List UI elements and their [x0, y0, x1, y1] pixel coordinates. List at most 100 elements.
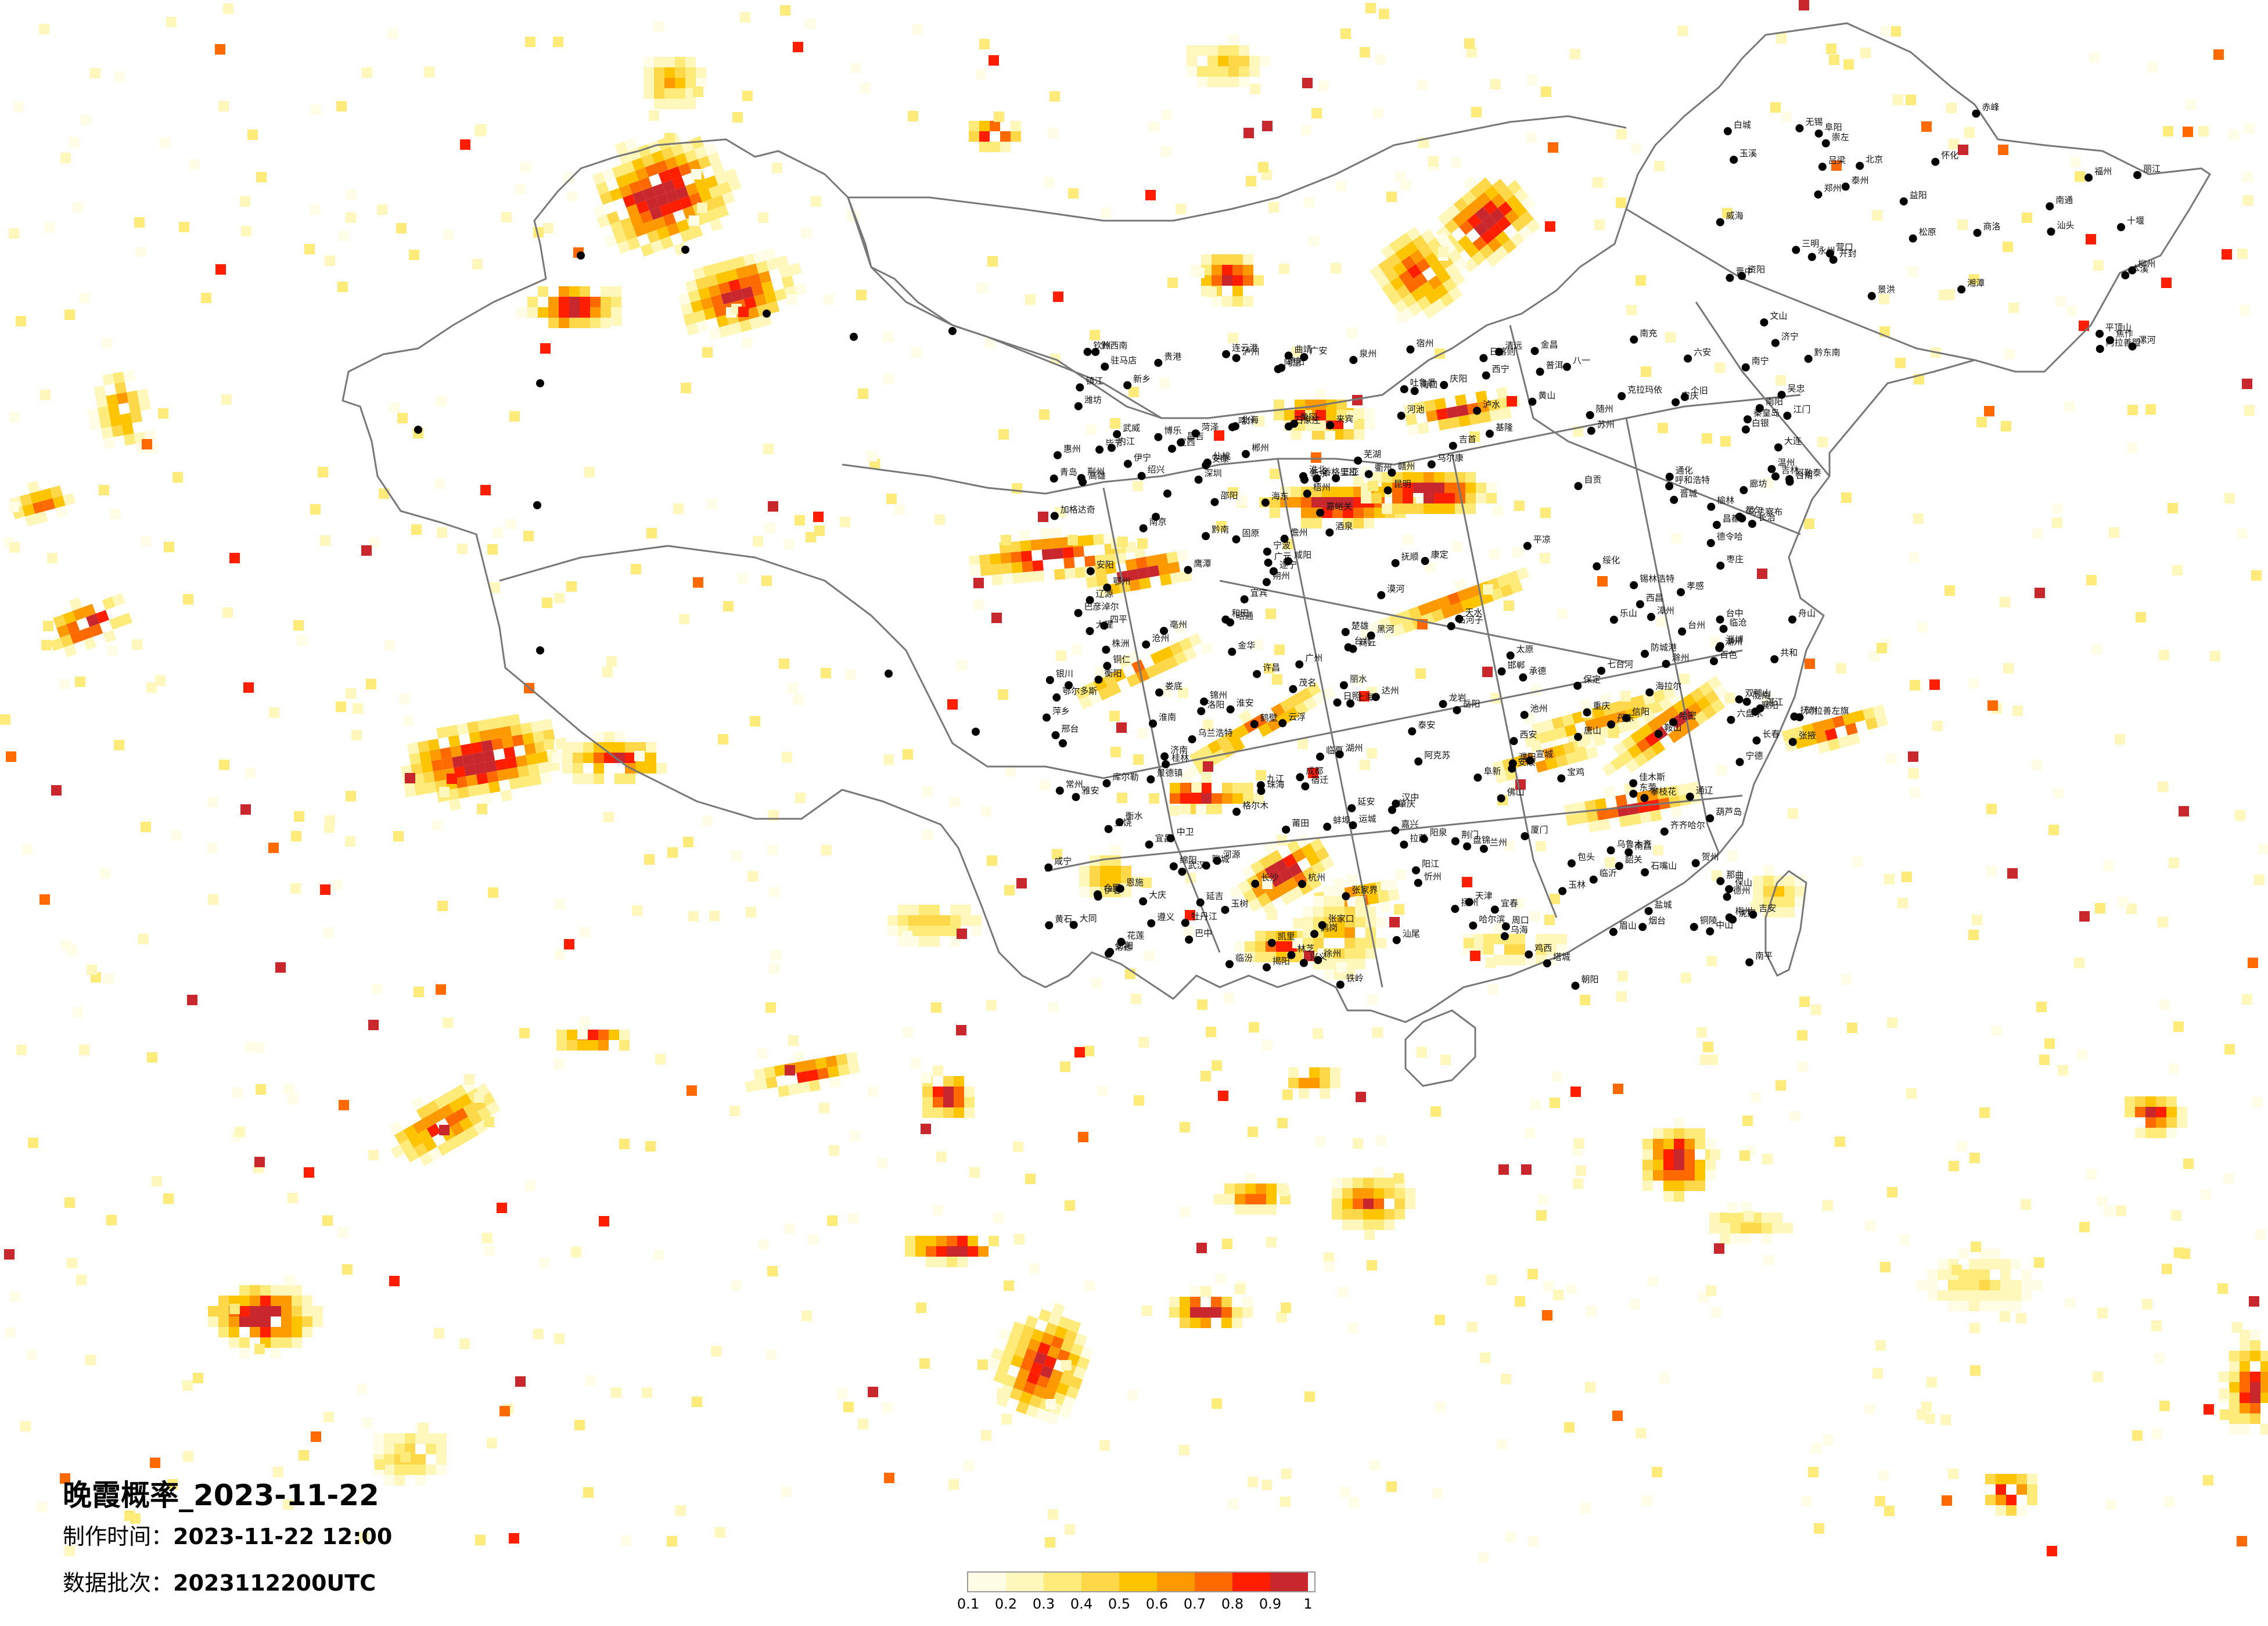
city-label: 保定 [1583, 674, 1601, 685]
city-label: 黔南 [1212, 524, 1229, 535]
city-label: 宁德 [1746, 750, 1763, 761]
legend-colorbar [967, 1571, 1315, 1592]
city-label: 嘉峪关 [1326, 501, 1352, 512]
city-dot [1574, 733, 1583, 742]
city-label: 丽水 [1350, 674, 1367, 684]
city-dot [1113, 430, 1122, 438]
city-dot [1284, 351, 1293, 360]
city-label: 邯郸 [1508, 660, 1525, 670]
city-label: 库尔勒 [1112, 772, 1138, 782]
city-dot [1313, 474, 1321, 483]
city-dot [1680, 393, 1689, 401]
city-dot [1162, 760, 1170, 769]
city-label: 珠海 [1267, 779, 1284, 790]
city-label: 许昌 [1263, 663, 1280, 673]
city-label: 江门 [1793, 404, 1810, 415]
city-dot [1059, 739, 1067, 747]
data-batch-value: 2023112200UTC [173, 1570, 376, 1596]
city-dot [1615, 862, 1623, 870]
city-dot [1723, 893, 1731, 901]
city-dot [1557, 774, 1566, 783]
city-dot [1583, 708, 1591, 717]
city-dot [1899, 197, 1908, 206]
city-dot [1400, 385, 1408, 394]
city-dot [1326, 421, 1335, 430]
city-label: 兰州 [1490, 837, 1507, 848]
city-label: 淮北 [1309, 465, 1327, 475]
city-label: 佳木斯 [1639, 772, 1665, 782]
city-label: 郴州 [1252, 443, 1269, 453]
city-dot [1523, 542, 1532, 551]
city-dot [1051, 731, 1060, 740]
city-dot [1406, 345, 1415, 354]
city-dot [1479, 354, 1488, 362]
city-dot [1427, 460, 1436, 469]
city-label: 天津 [1475, 890, 1493, 901]
city-dot [1715, 643, 1724, 652]
legend-swatch [1081, 1573, 1119, 1591]
city-dot [1094, 675, 1103, 684]
city-dot [1856, 161, 1864, 170]
city-label: 大理 [1096, 620, 1113, 630]
city-label: 太原 [1516, 644, 1534, 654]
city-dot [1261, 498, 1270, 507]
city-label: 昭通 [1236, 611, 1253, 621]
city-dot [1184, 566, 1192, 574]
city-label: 海拉尔 [1655, 681, 1681, 691]
city-label: 青岛 [1060, 467, 1077, 477]
city-dot [1479, 844, 1488, 853]
city-label: 长治 [1758, 512, 1775, 523]
city-label: 泰安 [1418, 720, 1435, 730]
city-label: 黄石 [1055, 913, 1072, 924]
city-dot [681, 246, 689, 254]
city-dot [1341, 628, 1350, 636]
city-label: 承德 [1529, 666, 1546, 677]
city-dot [2105, 336, 2114, 344]
city-dot [1197, 707, 1206, 715]
city-dot [1316, 508, 1325, 517]
city-label: 驻马店 [1110, 355, 1137, 365]
legend-swatch [1270, 1573, 1308, 1591]
city-label: 惠州 [1063, 444, 1081, 454]
city-label: 克拉玛依 [1627, 384, 1662, 395]
city-label: 吴忠 [1788, 383, 1805, 394]
city-label: 连云港 [1232, 343, 1258, 353]
city-label: 淮安 [1237, 698, 1254, 708]
city-dot [2047, 227, 2055, 236]
city-label: 扬州 [1461, 897, 1478, 908]
city-dot [1716, 562, 1725, 570]
city-label: 绵阳 [1180, 855, 1197, 865]
city-dot [2046, 202, 2054, 211]
legend-swatch [1157, 1573, 1195, 1591]
city-label: 漠河 [1387, 584, 1404, 594]
city-label: 焦作 [2116, 329, 2133, 339]
city-label: 金昌 [1541, 339, 1558, 350]
city-dot [1795, 124, 1804, 132]
city-label: 郑州 [1824, 183, 1841, 193]
city-dot [1076, 383, 1084, 392]
city-dot [1662, 660, 1670, 668]
city-label: 陇南 [1753, 690, 1770, 700]
city-dot [1203, 458, 1212, 467]
city-dot [1756, 704, 1764, 713]
city-dot [1086, 627, 1094, 635]
city-dot [1770, 655, 1779, 664]
city-label: 济南 [1170, 745, 1188, 756]
city-label: 永州 [1818, 246, 1835, 256]
city-label: 安康 [1212, 454, 1229, 464]
city-label: 黄山 [1538, 390, 1555, 401]
legend-swatch [1232, 1573, 1270, 1591]
city-label: 都匀 [1745, 505, 1763, 516]
city-label: 南充 [1640, 328, 1657, 339]
city-dot [1536, 368, 1544, 376]
city-label: 延吉 [1206, 891, 1224, 901]
city-dot [972, 728, 980, 736]
city-label: 达州 [1382, 685, 1399, 696]
city-label: 阿里 [1284, 358, 1302, 368]
city-label: 周口 [1512, 915, 1529, 925]
city-dot [1074, 402, 1083, 411]
city-dot [1521, 832, 1529, 840]
city-label: 铜陵 [1700, 915, 1717, 926]
city-label: 绥化 [1602, 555, 1620, 565]
city-dot [1371, 693, 1380, 702]
